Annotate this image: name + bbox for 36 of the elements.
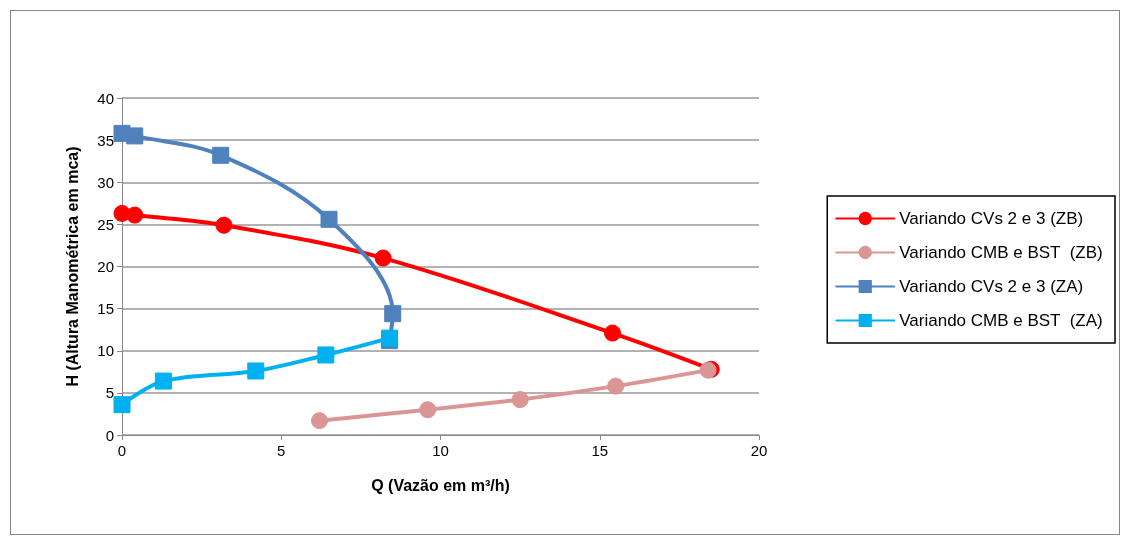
x-tick-label: 20: [750, 442, 768, 459]
point: [604, 324, 621, 342]
point: [126, 206, 144, 224]
y-tick-label: 10: [97, 342, 114, 360]
legend-label: Variando CVs 2 e 3 (ZB): [899, 209, 1084, 228]
y-tick-label: 40: [97, 89, 114, 107]
x-tick-label: 10: [432, 442, 449, 459]
point: [126, 127, 144, 145]
legend-label: Variando CMB e BST (ZB): [899, 243, 1103, 262]
y-tick-label: 5: [105, 384, 114, 402]
legend-label: Variando CMB e BST (ZA): [899, 311, 1103, 330]
x-axis-title: Q (Vazão em m³/h): [371, 476, 510, 494]
point: [310, 412, 328, 430]
point: [419, 401, 437, 419]
point: [247, 362, 265, 380]
point: [215, 216, 233, 234]
y-tick-label: 25: [97, 215, 114, 233]
y-tick-label: 35: [97, 131, 114, 149]
point: [607, 377, 625, 395]
legend-label: Variando CVs 2 e 3 (ZA): [899, 277, 1084, 296]
x-tick-label: 15: [591, 442, 609, 459]
y-tick-label: 15: [97, 300, 114, 318]
y-tick-label: 20: [97, 258, 114, 275]
point: [317, 346, 335, 364]
x-tick-label: 0: [117, 442, 127, 459]
y-axis-title: H (Altura Manométrica em mca): [63, 146, 81, 387]
y-tick-label: 0: [105, 426, 114, 444]
point: [374, 249, 392, 267]
point: [384, 305, 402, 323]
point: [113, 396, 131, 414]
point: [154, 372, 172, 390]
y-tick-label: 30: [97, 173, 114, 191]
point: [212, 146, 230, 164]
x-tick-label: 5: [277, 442, 286, 459]
point: [320, 210, 338, 228]
point: [511, 391, 529, 409]
